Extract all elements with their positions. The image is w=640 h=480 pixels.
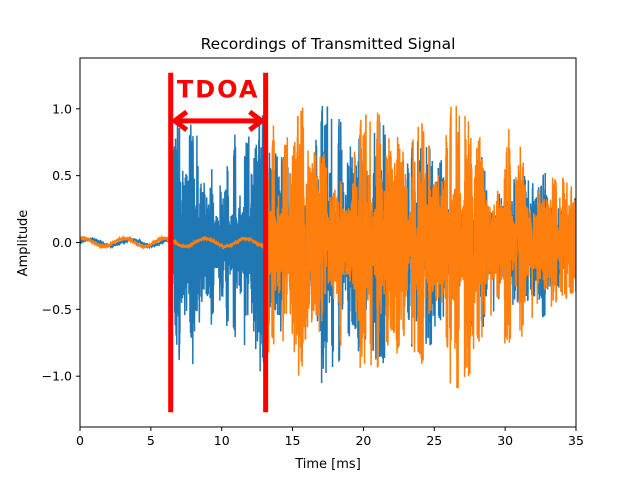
x-axis-label: Time [ms] — [294, 457, 361, 472]
x-tick-label: 5 — [147, 433, 155, 448]
x-tick-label: 20 — [355, 433, 371, 448]
y-tick-label: −0.5 — [42, 302, 72, 317]
y-tick-label: −1.0 — [42, 369, 72, 384]
series-1-line — [80, 105, 576, 389]
tdoa-label: TDOA — [177, 76, 260, 104]
y-tick-label: 0.5 — [52, 168, 72, 183]
x-tick-label: 10 — [214, 433, 230, 448]
tdoa-arrowhead-left — [172, 109, 189, 132]
y-axis-label: Amplitude — [16, 210, 31, 277]
tdoa-arrowhead-right — [248, 109, 265, 132]
plot-area — [80, 105, 576, 389]
x-tick-label: 35 — [568, 433, 584, 448]
x-tick-label: 15 — [285, 433, 301, 448]
tdoa-annotation — [168, 72, 269, 413]
chart-title: Recordings of Transmitted Signal — [201, 35, 456, 53]
x-tick-label: 30 — [497, 433, 513, 448]
x-tick-label: 0 — [76, 433, 84, 448]
x-tick-label: 25 — [426, 433, 442, 448]
y-tick-label: 0.0 — [52, 235, 72, 250]
y-tick-label: 1.0 — [52, 101, 72, 116]
axes: 0 5 10 15 20 25 30 35 −1.0 −0.5 0.0 0.5 1.0 — [42, 57, 584, 448]
